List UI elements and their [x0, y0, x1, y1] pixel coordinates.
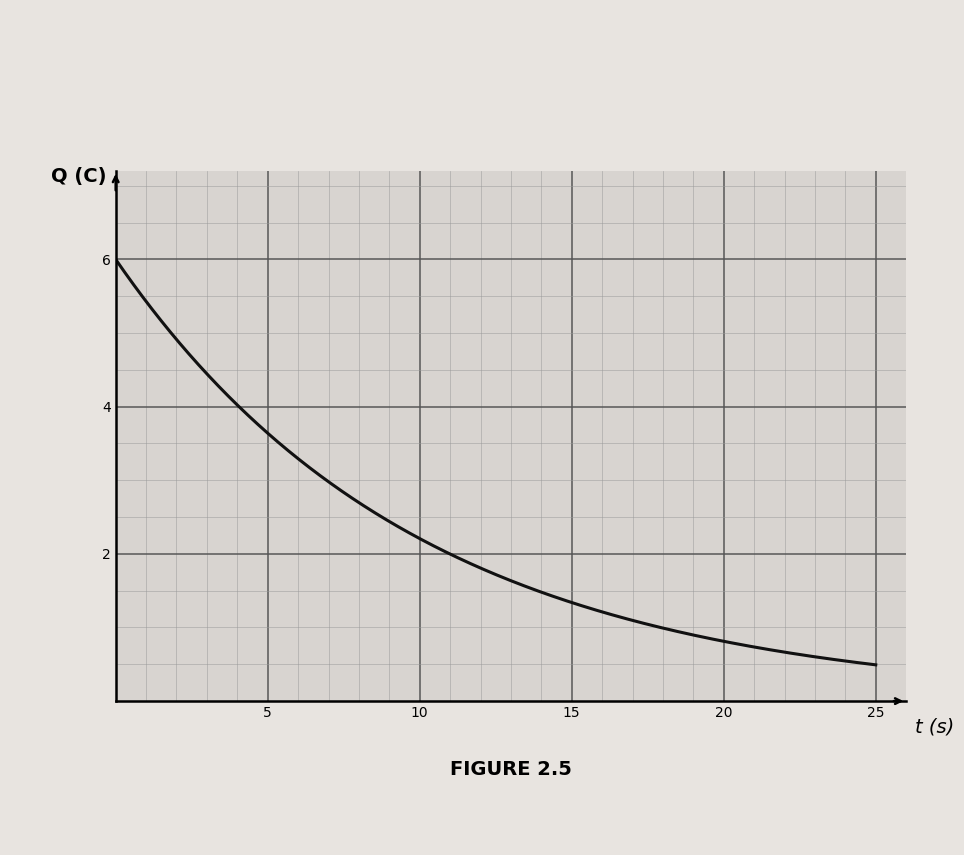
Text: Q (C): Q (C) [51, 167, 107, 186]
Text: t (s): t (s) [915, 717, 954, 736]
Text: FIGURE 2.5: FIGURE 2.5 [450, 760, 572, 779]
